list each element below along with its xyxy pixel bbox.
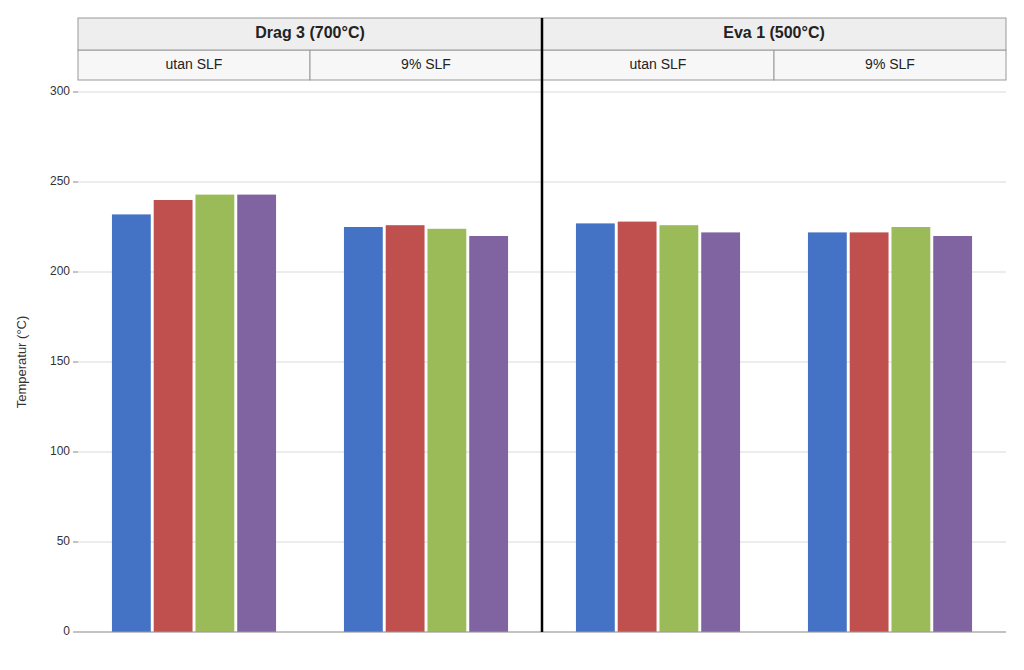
tick-mark <box>73 92 78 93</box>
category-header-box <box>542 50 774 80</box>
panel: utan SLF 9% SLF Eva 1 (500°C) <box>542 18 1006 632</box>
tick-label: 50 <box>57 534 71 548</box>
bar <box>427 229 466 632</box>
chart-container: 0 50 100 150 200 250 300 utan SLF 9% SLF Drag 3 (… <box>0 0 1024 670</box>
category-header-box <box>78 50 310 80</box>
bar <box>808 232 847 632</box>
tick-mark <box>73 542 78 543</box>
bar <box>195 195 234 632</box>
bar <box>469 236 508 632</box>
category-header-box <box>310 50 542 80</box>
grid-line <box>78 182 542 183</box>
tick-mark <box>73 182 78 183</box>
bar <box>237 195 276 632</box>
bar <box>850 232 889 632</box>
tick-label: 100 <box>50 444 70 458</box>
bar <box>659 225 698 632</box>
y-axis-label: Temperatur (°C) <box>14 316 29 409</box>
grid-line <box>78 92 542 93</box>
category-header-box <box>774 50 1006 80</box>
x-axis-line <box>542 632 1006 633</box>
tick-label: 0 <box>63 624 70 638</box>
panel: 0 50 100 150 200 250 300 utan SLF 9% SLF Drag 3 (… <box>14 18 542 638</box>
tick-label: 250 <box>50 174 70 188</box>
bar <box>891 227 930 632</box>
tick-label: 150 <box>50 354 70 368</box>
tick-mark <box>73 272 78 273</box>
grid-line <box>542 182 1006 183</box>
bar <box>618 222 657 632</box>
tick-mark <box>73 362 78 363</box>
grid-line <box>542 632 1006 633</box>
category-label: utan SLF <box>630 56 687 72</box>
category-label: 9% SLF <box>401 56 451 72</box>
bar <box>576 223 615 632</box>
title-box <box>78 18 542 50</box>
tick-mark <box>73 452 78 453</box>
tick-label: 300 <box>50 84 70 98</box>
title-box <box>542 18 1006 50</box>
bar <box>344 227 383 632</box>
bar <box>386 225 425 632</box>
tick-label: 200 <box>50 264 70 278</box>
title: Eva 1 (500°C) <box>723 24 825 41</box>
panel-separator <box>541 18 544 632</box>
grid-line <box>78 632 542 633</box>
bars <box>112 195 508 632</box>
bar <box>112 214 151 632</box>
tick-mark <box>73 632 78 633</box>
category-label: utan SLF <box>166 56 223 72</box>
title: Drag 3 (700°C) <box>255 24 365 41</box>
bar <box>933 236 972 632</box>
x-axis-line <box>78 632 542 633</box>
bar <box>154 200 193 632</box>
category-label: 9% SLF <box>865 56 915 72</box>
bar <box>701 232 740 632</box>
grid-line <box>542 92 1006 93</box>
bars <box>576 222 972 632</box>
chart-svg: 0 50 100 150 200 250 300 utan SLF 9% SLF Drag 3 (… <box>0 0 1024 670</box>
